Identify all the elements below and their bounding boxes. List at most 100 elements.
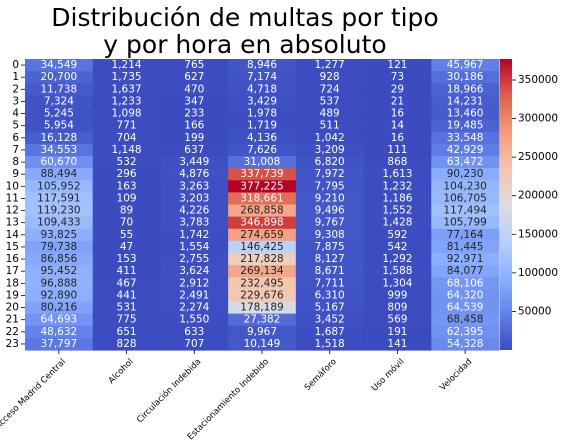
cell-r22-c6 — [431, 325, 500, 339]
cell-label-r5-c6: 19,485 — [447, 120, 484, 132]
cell-label-r19-c5: 999 — [387, 289, 407, 301]
cell-label-r22-c0: 48,632 — [40, 326, 77, 338]
colorbar-tick-label-2: 150000 — [518, 228, 558, 240]
cell-r7-c3 — [228, 143, 297, 157]
cell-r2-c0 — [25, 83, 94, 96]
cell-label-r9-c4: 7,972 — [315, 168, 345, 180]
cell-label-r15-c1: 47 — [120, 241, 133, 253]
cell-r18-c0 — [25, 277, 94, 290]
cell-label-r0-c1: 1,214 — [112, 59, 142, 71]
cell-r7-c6 — [431, 143, 500, 157]
cell-r6-c2 — [160, 131, 229, 145]
cell-label-r4-c2: 233 — [184, 108, 204, 120]
cell-r4-c1 — [92, 107, 162, 121]
cell-r13-c4 — [295, 216, 365, 230]
row-label-12: 12 — [6, 205, 19, 217]
cell-r4-c4 — [295, 107, 365, 121]
cell-r18-c1 — [92, 277, 162, 290]
cell-r5-c3 — [228, 119, 297, 133]
column-label-3: Estacionamiento Indebido — [186, 357, 271, 442]
cell-r23-c1 — [92, 337, 162, 351]
cell-r0-c6 — [431, 59, 500, 72]
cell-r4-c2 — [160, 107, 229, 121]
row-label-18: 18 — [6, 277, 19, 289]
cell-label-r7-c3: 7,626 — [247, 144, 277, 156]
cell-r15-c0 — [25, 240, 94, 254]
cell-r13-c5 — [363, 216, 432, 230]
row-label-7: 7 — [12, 144, 19, 156]
cell-r9-c0 — [25, 168, 94, 181]
cell-label-r5-c4: 511 — [320, 120, 340, 132]
cell-label-r12-c6: 117,494 — [443, 205, 487, 217]
cell-label-r2-c2: 470 — [184, 83, 204, 95]
cell-label-r1-c3: 7,174 — [247, 71, 277, 83]
cell-r19-c5 — [363, 289, 432, 303]
cell-r5-c2 — [160, 119, 229, 133]
row-label-4: 4 — [12, 108, 19, 120]
cell-r23-c3 — [228, 337, 297, 351]
cell-r1-c0 — [25, 71, 94, 84]
cell-label-r23-c0: 37,797 — [40, 338, 77, 350]
cell-label-r3-c5: 21 — [391, 95, 404, 107]
cell-label-r6-c6: 33,548 — [447, 132, 484, 144]
cell-label-r22-c1: 651 — [117, 326, 137, 338]
cell-label-r9-c2: 4,876 — [179, 168, 209, 180]
cell-label-r23-c4: 1,518 — [315, 338, 345, 350]
row-label-10: 10 — [6, 180, 19, 192]
cell-r12-c6 — [431, 204, 500, 218]
cell-r0-c5 — [363, 59, 432, 72]
cell-r7-c1 — [92, 143, 162, 157]
column-label-0: Acceso Madrid Central — [0, 357, 68, 432]
cell-label-r18-c4: 7,711 — [315, 277, 345, 289]
cell-label-r18-c1: 467 — [117, 277, 137, 289]
cell-r4-c6 — [431, 107, 500, 121]
cell-label-r8-c2: 3,449 — [179, 156, 209, 168]
row-label-15: 15 — [6, 241, 19, 253]
cell-r22-c0 — [25, 325, 94, 339]
cell-r8-c2 — [160, 156, 229, 169]
cell-label-r6-c0: 16,128 — [40, 132, 77, 144]
cell-label-r18-c3: 232,495 — [240, 277, 283, 289]
cell-label-r13-c4: 9,767 — [315, 217, 345, 229]
cell-label-r3-c2: 347 — [184, 95, 204, 107]
cell-label-r1-c4: 928 — [320, 71, 340, 83]
cell-label-r19-c1: 441 — [117, 289, 137, 301]
cell-label-r1-c6: 30,186 — [447, 71, 484, 83]
row-label-23: 23 — [6, 338, 19, 350]
cell-label-r16-c1: 153 — [117, 253, 137, 265]
cell-r9-c1 — [92, 168, 162, 181]
cell-label-r7-c1: 1,148 — [112, 144, 142, 156]
cell-r3-c3 — [228, 95, 297, 109]
cell-label-r4-c3: 1,978 — [247, 108, 277, 120]
cell-r3-c4 — [295, 95, 365, 109]
cell-label-r12-c0: 119,230 — [37, 205, 80, 217]
column-label-1: Alcohol — [107, 357, 136, 386]
cell-r0-c4 — [295, 59, 365, 72]
cell-r2-c2 — [160, 83, 229, 96]
cell-r0-c1 — [92, 59, 162, 72]
cell-r16-c2 — [160, 253, 229, 266]
cell-label-r17-c6: 84,077 — [447, 265, 484, 277]
cell-r20-c3 — [228, 301, 297, 315]
chart-title: Distribución de multas por tipo y por ho… — [0, 4, 490, 58]
cell-label-r2-c4: 724 — [320, 83, 340, 95]
cell-label-r10-c4: 7,795 — [315, 180, 345, 192]
cell-r17-c0 — [25, 265, 94, 278]
column-label-4: Semáforo — [303, 357, 339, 393]
cell-r19-c2 — [160, 289, 229, 303]
cell-label-r15-c2: 1,554 — [179, 241, 209, 253]
cell-r16-c4 — [295, 253, 365, 266]
cell-label-r5-c1: 771 — [117, 120, 137, 132]
cell-r1-c5 — [363, 71, 432, 84]
cell-label-r19-c0: 92,890 — [40, 289, 77, 301]
cell-label-r2-c1: 1,637 — [112, 83, 142, 95]
cell-label-r18-c6: 68,106 — [447, 277, 484, 289]
cell-r14-c6 — [431, 228, 500, 242]
cell-label-r12-c2: 4,226 — [179, 205, 209, 217]
cell-label-r10-c0: 105,952 — [37, 180, 80, 192]
cell-label-r16-c6: 92,971 — [447, 253, 484, 265]
cell-label-r14-c5: 592 — [387, 229, 407, 241]
cell-label-r19-c2: 2,491 — [179, 289, 209, 301]
cell-r7-c2 — [160, 143, 229, 157]
